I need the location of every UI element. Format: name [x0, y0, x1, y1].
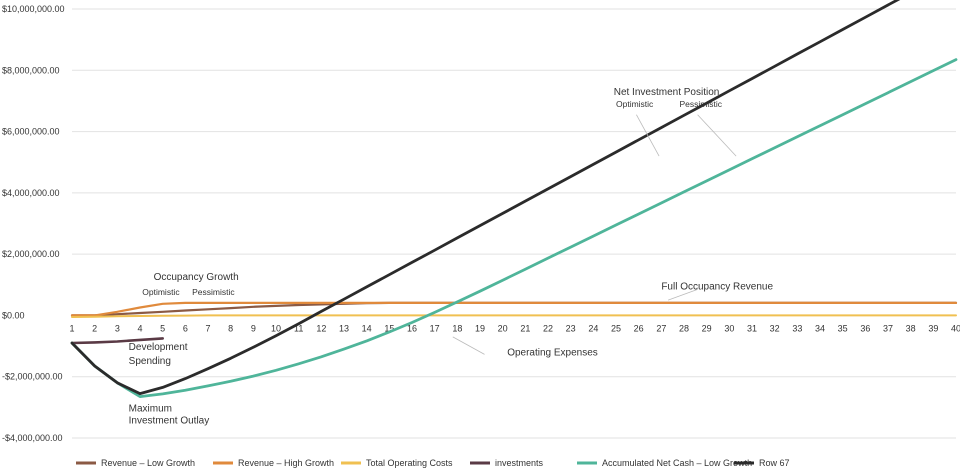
legend-item[interactable]: Total Operating Costs [341, 458, 453, 468]
legend-label: Row 67 [759, 458, 790, 468]
x-tick-label: 17 [430, 323, 440, 333]
annotation-label: Operating Expenses [507, 347, 598, 358]
annotation-label: Pessimistic [192, 287, 235, 297]
x-tick-label: 24 [588, 323, 598, 333]
annotation-leader [697, 114, 737, 157]
x-tick-label: 25 [611, 323, 621, 333]
x-tick-label: 1 [69, 323, 74, 333]
x-tick-label: 5 [160, 323, 165, 333]
x-tick-label: 31 [747, 323, 757, 333]
annotation-leader [452, 336, 485, 355]
y-axis-tick-labels: -$4,000,000.00 -$2,000,000.00 $0.00 $2,000,… [2, 4, 65, 443]
series-line [70, 58, 958, 399]
x-tick-label: 34 [815, 323, 825, 333]
x-tick-label: 7 [205, 323, 210, 333]
x-axis-tick-labels: 1 2 3 4 5 6 7 8 9 10 11 12 13 14 15 16 17 18 19 20 21 22 23 24 2… [69, 323, 960, 333]
x-tick-label: 15 [384, 323, 394, 333]
annotation-leader [636, 114, 660, 157]
x-tick-label: 27 [656, 323, 666, 333]
y-tick-label: $6,000,000.00 [2, 127, 60, 137]
y-tick-label: -$4,000,000.00 [2, 433, 63, 443]
y-tick-label: $4,000,000.00 [2, 188, 60, 198]
x-tick-label: 4 [137, 323, 142, 333]
annotation-label: Optimistic [616, 99, 654, 109]
x-tick-label: 23 [566, 323, 576, 333]
legend-label: Total Operating Costs [366, 458, 453, 468]
x-tick-label: 11 [294, 323, 303, 333]
annotations: Occupancy Growth Optimistic Pessimistic Dev… [129, 87, 774, 426]
annotation-label: Occupancy Growth [154, 272, 239, 283]
annotation-label: Optimistic [142, 287, 180, 297]
x-tick-label: 38 [906, 323, 916, 333]
x-tick-label: 16 [407, 323, 417, 333]
x-tick-label: 32 [770, 323, 780, 333]
x-tick-label: 19 [475, 323, 485, 333]
x-tick-label: 36 [860, 323, 870, 333]
legend-item[interactable]: Row 67 [734, 458, 790, 468]
x-tick-label: 37 [883, 323, 893, 333]
y-tick-label: $0.00 [2, 310, 25, 320]
x-tick-label: 13 [339, 323, 349, 333]
annotation-label: Pessimistic [679, 99, 722, 109]
series-line [70, 301, 958, 317]
x-tick-label: 21 [520, 323, 530, 333]
annotation-label: Spending [129, 356, 171, 367]
annotation-label: Full Occupancy Revenue [661, 281, 773, 292]
y-tick-label: $8,000,000.00 [2, 65, 60, 75]
x-tick-label: 14 [362, 323, 372, 333]
legend-item[interactable]: investments [470, 458, 544, 468]
x-tick-label: 2 [92, 323, 97, 333]
y-tick-label: -$2,000,000.00 [2, 372, 63, 382]
x-tick-label: 30 [724, 323, 734, 333]
annotation-label: Net Investment Position [614, 87, 720, 98]
y-tick-label: $10,000,000.00 [2, 4, 65, 14]
legend-item[interactable]: Accumulated Net Cash – Low Growth [577, 458, 752, 468]
legend-item[interactable]: Revenue – High Growth [213, 458, 334, 468]
x-tick-label: 26 [634, 323, 644, 333]
x-tick-label: 33 [792, 323, 802, 333]
x-tick-label: 6 [183, 323, 188, 333]
x-tick-label: 29 [702, 323, 712, 333]
series-line [71, 314, 957, 318]
legend[interactable]: Revenue – Low Growth Revenue – High Growt… [76, 458, 790, 468]
x-tick-label: 39 [928, 323, 938, 333]
legend-label: investments [495, 458, 544, 468]
grid [72, 8, 956, 439]
x-tick-label: 3 [115, 323, 120, 333]
y-tick-label: $2,000,000.00 [2, 249, 60, 259]
x-tick-label: 20 [498, 323, 508, 333]
x-tick-label: 8 [228, 323, 233, 333]
annotation-label: Development [129, 342, 188, 353]
x-tick-label: 22 [543, 323, 553, 333]
series-line [70, 301, 958, 317]
x-tick-label: 9 [251, 323, 256, 333]
series-line [70, 337, 164, 345]
x-tick-label: 10 [271, 323, 281, 333]
legend-label: Revenue – Low Growth [101, 458, 195, 468]
series-lines [70, 0, 958, 399]
x-tick-label: 12 [316, 323, 326, 333]
legend-label: Revenue – High Growth [238, 458, 334, 468]
annotation-label: Investment Outlay [129, 415, 210, 426]
annotation-leader [667, 289, 698, 301]
series-line [70, 0, 901, 396]
x-tick-label: 18 [452, 323, 462, 333]
legend-label: Accumulated Net Cash – Low Growth [602, 458, 752, 468]
x-tick-label: 35 [838, 323, 848, 333]
x-tick-label: 40 [951, 323, 960, 333]
legend-item[interactable]: Revenue – Low Growth [76, 458, 195, 468]
annotation-label: Maximum [129, 403, 172, 414]
x-tick-label: 28 [679, 323, 689, 333]
